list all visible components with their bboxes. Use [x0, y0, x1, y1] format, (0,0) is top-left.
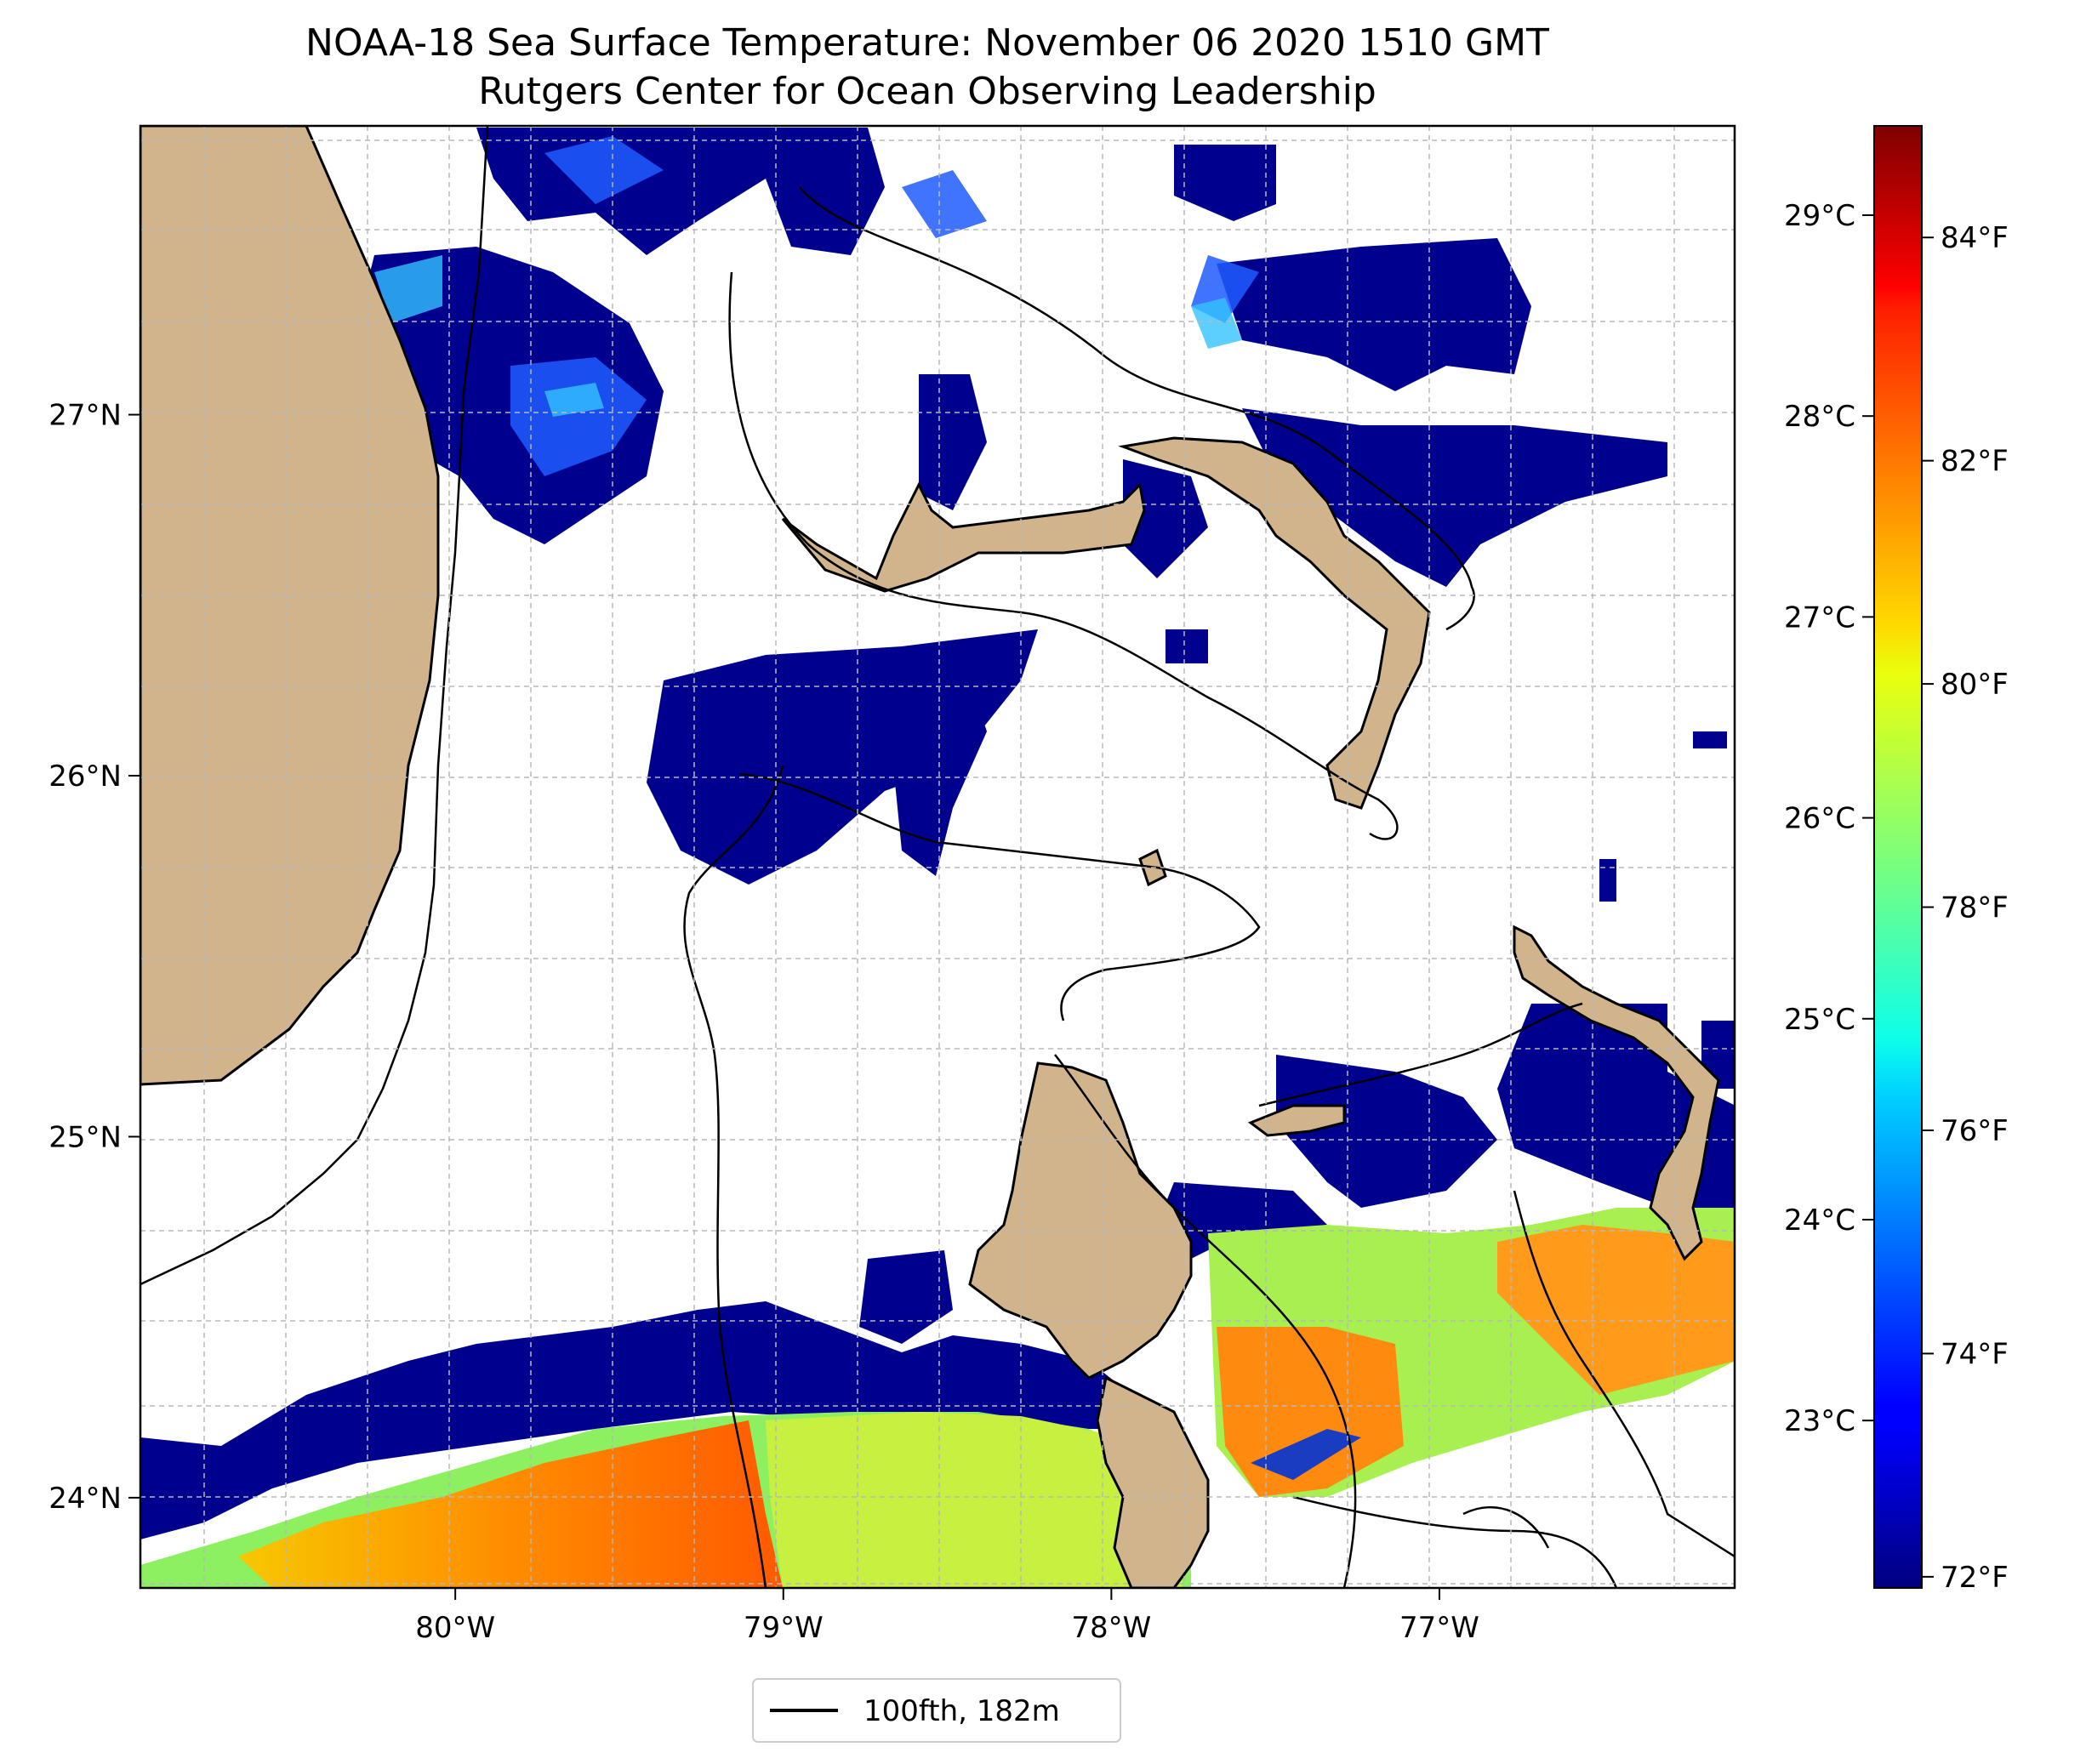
- colorbar-f-label: 76°F: [1941, 1114, 2009, 1148]
- legend-box: [752, 1678, 1121, 1743]
- colorbar-f-label: 82°F: [1941, 445, 2009, 479]
- colorbar-c-label: 28°C: [1784, 400, 1855, 434]
- title-line-1: NOAA-18 Sea Surface Temperature: Novembe…: [305, 21, 1549, 65]
- map-frame: [139, 124, 1736, 1590]
- y-axis: 27°N 26°N 25°N 24°N: [48, 399, 140, 1516]
- colorbar-c-label: 23°C: [1784, 1404, 1855, 1438]
- colorbar-f-label: 80°F: [1941, 668, 2009, 702]
- colorbar-c-label: 24°C: [1784, 1204, 1855, 1238]
- graticule: [140, 126, 1735, 1588]
- legend: 100fth, 182m: [752, 1678, 1121, 1743]
- colorbar-fahrenheit-axis: 84°F 82°F 80°F 78°F 76°F 74°F 72°F: [1922, 221, 2009, 1595]
- colorbar-f-label: 72°F: [1941, 1561, 2009, 1595]
- colorbar-c-label: 29°C: [1784, 199, 1855, 233]
- colorbar-gradient: [1873, 125, 1923, 1589]
- x-tick-label: 77°W: [1399, 1611, 1479, 1645]
- colorbar-celsius-axis: 29°C 28°C 27°C 26°C 25°C 24°C 23°C: [1784, 199, 1874, 1438]
- x-tick-label: 80°W: [415, 1611, 495, 1645]
- bathymetry-contours: [140, 126, 1735, 1588]
- grand-bahama-land: [781, 481, 1146, 593]
- colorbar-c-label: 25°C: [1784, 1003, 1855, 1037]
- colorbar: 29°C 28°C 27°C 26°C 25°C 24°C 23°C 84°F 82°F 80°…: [1784, 125, 2009, 1595]
- y-tick-label: 25°N: [48, 1120, 122, 1154]
- andros-south-land: [1096, 1375, 1210, 1588]
- legend-label: 100fth, 182m: [863, 1694, 1060, 1728]
- colorbar-c-label: 27°C: [1784, 600, 1855, 634]
- abaco-land: [1118, 436, 1431, 810]
- y-tick-label: 26°N: [48, 760, 122, 794]
- sst-warm-band: [140, 1208, 1735, 1588]
- andros-land: [968, 1061, 1193, 1380]
- eleuthera-land: [1513, 925, 1720, 1261]
- x-tick-label: 78°W: [1071, 1611, 1151, 1645]
- land: [140, 126, 1720, 1588]
- y-tick-label: 24°N: [48, 1482, 122, 1516]
- title-line-2: Rutgers Center for Ocean Observing Leade…: [478, 70, 1376, 113]
- x-axis: 80°W 79°W 78°W 77°W: [415, 1588, 1479, 1645]
- colorbar-f-label: 78°F: [1941, 891, 2009, 925]
- y-tick-label: 27°N: [48, 399, 122, 433]
- colorbar-f-label: 84°F: [1941, 221, 2009, 255]
- colorbar-c-label: 26°C: [1784, 802, 1855, 836]
- new-providence-land: [1247, 1104, 1346, 1137]
- sst-cyan-streaks: [374, 255, 1242, 417]
- x-tick-label: 79°W: [744, 1611, 824, 1645]
- colorbar-f-label: 74°F: [1941, 1337, 2009, 1371]
- florida-land: [140, 126, 440, 1086]
- map-area[interactable]: [140, 126, 1735, 1588]
